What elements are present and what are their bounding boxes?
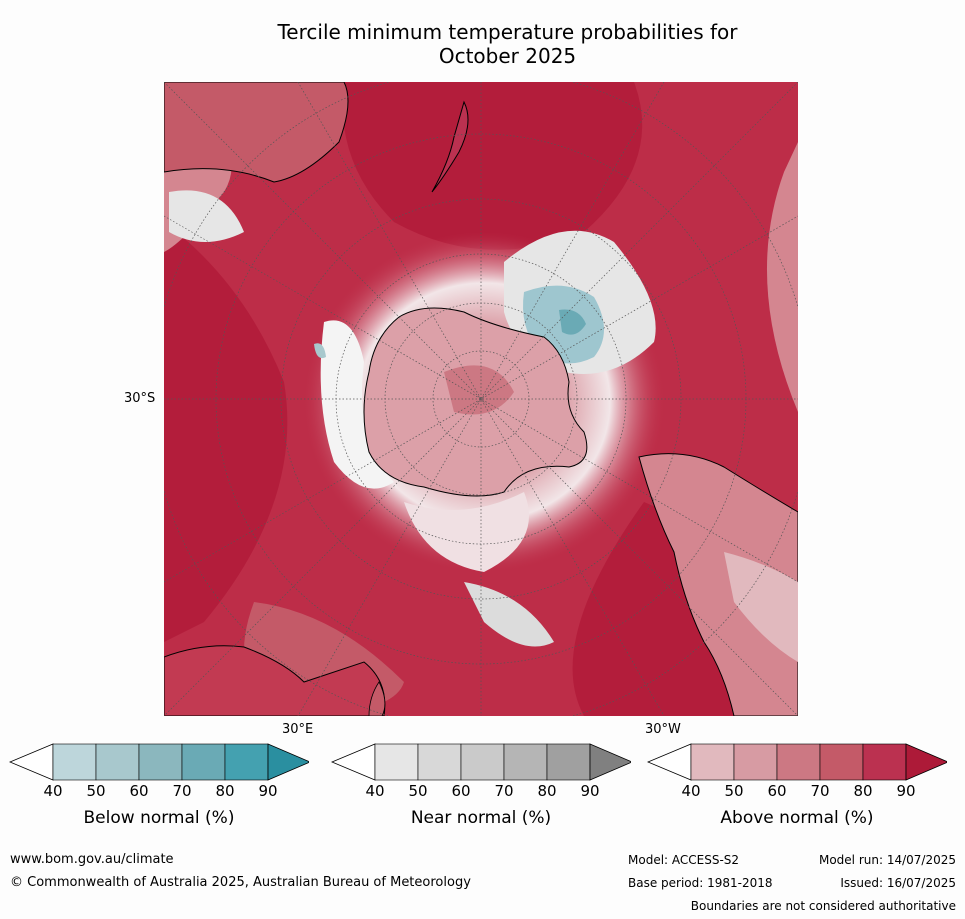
- tick-label: 70: [810, 782, 830, 800]
- above-normal-label: Above normal (%): [720, 808, 874, 828]
- tick-label: 60: [767, 782, 787, 800]
- tick-label: 90: [580, 782, 600, 800]
- tick-label: 40: [365, 782, 385, 800]
- tick-label: 90: [258, 782, 278, 800]
- colorbar-extend-high: [589, 743, 634, 781]
- colorbar-extend-high: [905, 743, 950, 781]
- tick-label: 70: [172, 782, 192, 800]
- colorbar-segment: [862, 743, 907, 781]
- tick-label: 50: [724, 782, 744, 800]
- near-normal-region: [169, 190, 244, 242]
- boundaries-disclaimer: Boundaries are not considered authoritat…: [690, 899, 956, 913]
- africa-outline: [164, 645, 386, 716]
- below-normal-region: [314, 343, 326, 359]
- near-normal-region: [464, 582, 554, 647]
- madagascar-outline: [368, 681, 386, 716]
- tick-label: 50: [86, 782, 106, 800]
- model-name: Model: ACCESS-S2: [628, 853, 740, 867]
- near-normal-region: [404, 492, 529, 572]
- colorbar-segment: [52, 743, 97, 781]
- tick-label: 60: [129, 782, 149, 800]
- near-normal-colorbar: [330, 742, 634, 782]
- copyright-text: © Commonwealth of Australia 2025, Austra…: [10, 875, 471, 890]
- issued-date: Issued: 16/07/2025: [840, 876, 956, 890]
- colorbar-segment: [819, 743, 864, 781]
- model-run-date: Model run: 14/07/2025: [818, 853, 956, 867]
- tick-label: 50: [408, 782, 428, 800]
- tick-label: 90: [896, 782, 916, 800]
- south-america-outline: [638, 453, 798, 716]
- longitude-label-east: 30°E: [282, 722, 314, 737]
- tick-label: 80: [537, 782, 557, 800]
- tick-label: 80: [215, 782, 235, 800]
- probability-map: [164, 82, 798, 716]
- colorbar-segment: [224, 743, 269, 781]
- tick-label: 60: [451, 782, 471, 800]
- colorbar-extend-low: [646, 743, 692, 781]
- below-normal-colorbar: [8, 742, 312, 782]
- near-normal-ticks: 40 50 60 70 80 90: [331, 782, 631, 800]
- website-link[interactable]: www.bom.gov.au/climate: [10, 852, 174, 867]
- near-normal-label: Near normal (%): [410, 808, 552, 828]
- colorbar-above: [646, 743, 950, 781]
- colorbar-segment: [417, 743, 462, 781]
- australia-outline: [164, 82, 349, 183]
- colorbar-below: [8, 743, 312, 781]
- colorbar-segment: [181, 743, 226, 781]
- colorbar-segment: [503, 743, 548, 781]
- colorbar-segment: [546, 743, 591, 781]
- colorbar-segment: [138, 743, 183, 781]
- near-normal-region: [320, 320, 394, 489]
- below-normal-region: [559, 309, 586, 335]
- below-normal-label: Below normal (%): [83, 808, 235, 828]
- colorbar-segment: [374, 743, 419, 781]
- title-line-2: October 2025: [438, 44, 577, 68]
- map-canvas: [164, 82, 798, 716]
- tick-label: 70: [494, 782, 514, 800]
- tick-label: 40: [681, 782, 701, 800]
- above-normal-interior: [444, 365, 514, 415]
- colorbar-segment: [95, 743, 140, 781]
- colorbar-segment: [776, 743, 821, 781]
- high-probability-region: [164, 222, 288, 642]
- above-normal-ticks: 40 50 60 70 80 90: [647, 782, 947, 800]
- tick-label: 80: [853, 782, 873, 800]
- new-zealand-outline: [431, 100, 469, 193]
- base-period: Base period: 1981-2018: [628, 876, 773, 890]
- high-probability-region: [342, 82, 643, 250]
- colorbar-extend-low: [330, 743, 376, 781]
- above-normal-colorbar: [646, 742, 950, 782]
- below-normal-ticks: 40 50 60 70 80 90: [9, 782, 309, 800]
- colorbar-near: [330, 743, 634, 781]
- graticule: [164, 82, 798, 716]
- colorbar-extend-high: [267, 743, 312, 781]
- map-title: Tercile minimum temperature probabilitie…: [200, 20, 815, 68]
- colorbar-segment: [460, 743, 505, 781]
- longitude-label-west: 30°W: [645, 722, 681, 737]
- colorbar-segment: [690, 743, 735, 781]
- title-line-1: Tercile minimum temperature probabilitie…: [277, 20, 738, 44]
- latitude-label: 30°S: [124, 391, 156, 406]
- colorbar-segment: [733, 743, 778, 781]
- moderate-probability-region: [766, 142, 798, 412]
- tick-label: 40: [43, 782, 63, 800]
- colorbar-extend-low: [8, 743, 54, 781]
- above-normal-low-region: [724, 552, 798, 662]
